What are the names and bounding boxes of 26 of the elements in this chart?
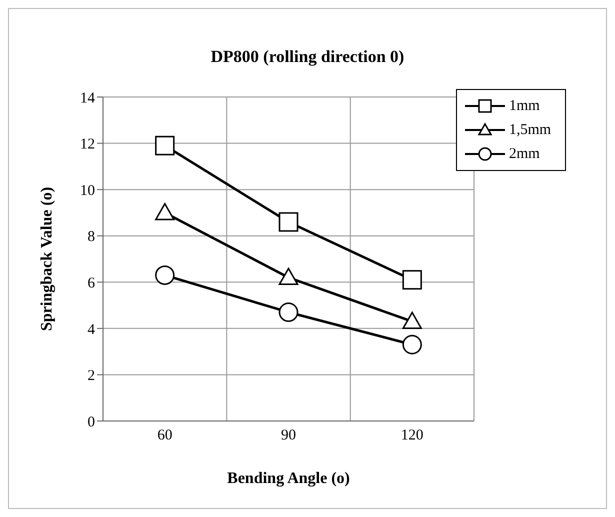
x-tick-label: 120 xyxy=(400,428,424,444)
x-tick-label: 60 xyxy=(157,428,172,444)
x-tick-label: 90 xyxy=(281,428,296,444)
y-tick-label: 10 xyxy=(80,182,95,199)
y-tick-label: 14 xyxy=(80,90,96,106)
y-tick-label: 0 xyxy=(88,414,95,430)
y-tick-label: 12 xyxy=(80,136,95,153)
y-tick-label: 2 xyxy=(88,368,95,384)
point xyxy=(278,302,298,322)
legend-label: 1mm xyxy=(509,98,540,114)
point xyxy=(155,202,175,220)
legend-label: 1,5mm xyxy=(509,122,552,138)
y-axis-title: Springback Value (o) xyxy=(38,186,56,332)
point xyxy=(155,136,175,156)
point xyxy=(278,268,298,286)
chart-title: DP800 (rolling direction 0) xyxy=(210,47,406,67)
legend-label: 2mm xyxy=(509,146,540,162)
y-tick-label: 6 xyxy=(88,275,96,292)
point xyxy=(278,212,298,232)
point xyxy=(402,334,422,354)
point xyxy=(402,312,422,329)
y-tick-label: 8 xyxy=(88,229,95,246)
point xyxy=(155,265,175,285)
x-axis-title: Bending Angle (o) xyxy=(227,470,350,487)
point xyxy=(402,270,422,290)
y-tick-label: 4 xyxy=(88,322,96,338)
